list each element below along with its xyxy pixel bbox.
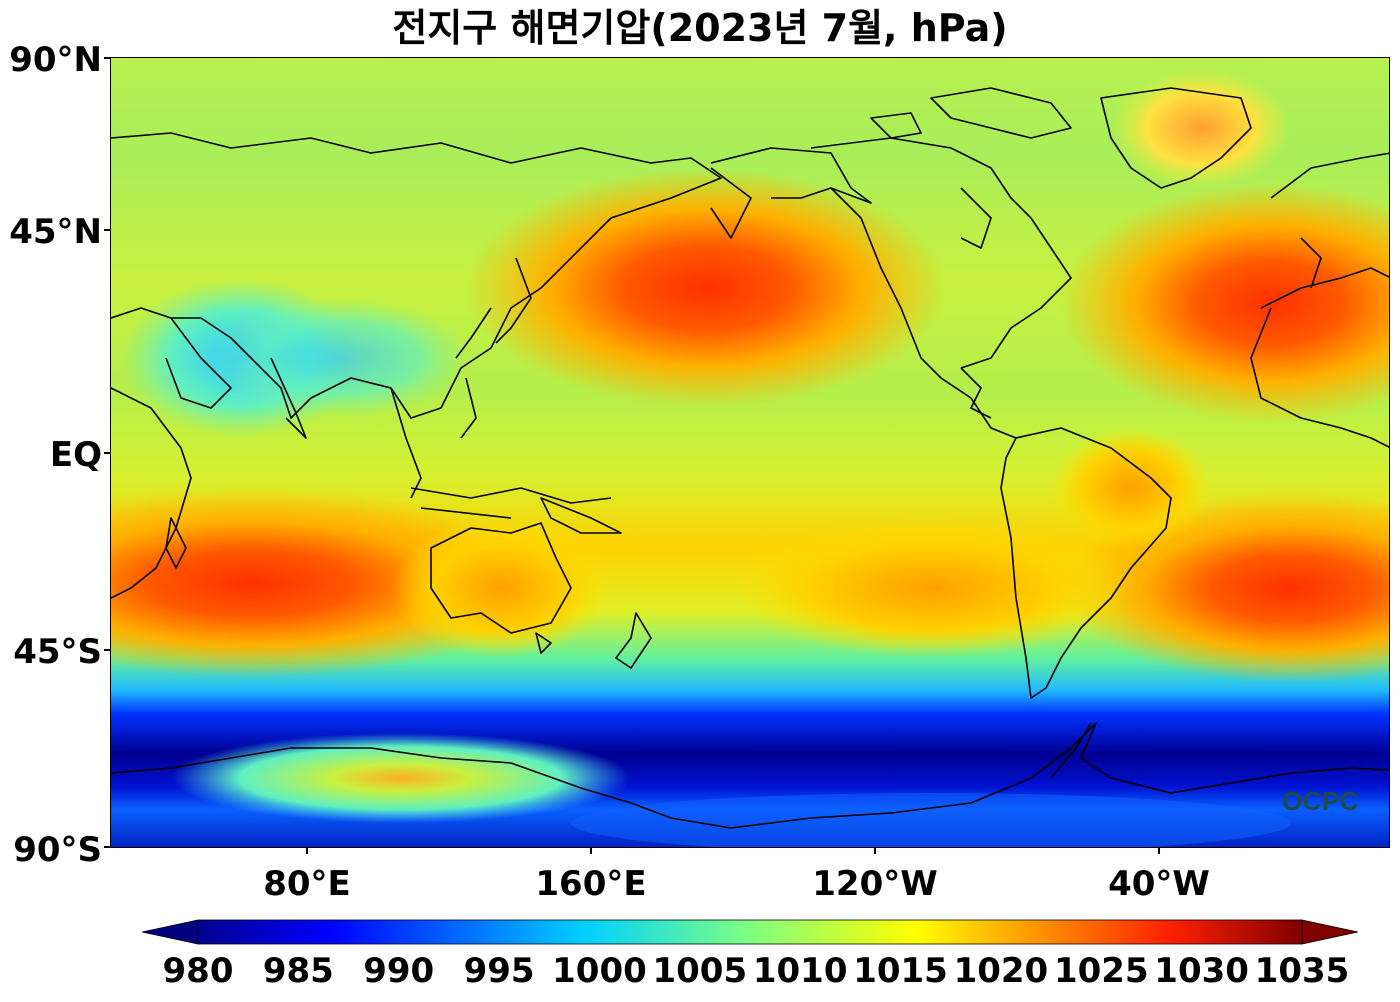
colorbar-tick-label: 1010	[752, 951, 848, 991]
lat-label-45n: 45°N	[9, 212, 102, 252]
lon-label-80e: 80°E	[263, 864, 351, 904]
lat-label-90s: 90°S	[13, 830, 102, 870]
colorbar-tick-label: 1005	[652, 951, 748, 991]
lat-label-eq: EQ	[49, 435, 102, 475]
lon-label-40w: 40°W	[1108, 864, 1210, 904]
colorbar-tick-label: 985	[262, 951, 334, 991]
lon-tick	[874, 848, 876, 854]
lat-tick	[104, 229, 110, 231]
lat-tick	[104, 846, 110, 848]
lon-label-160e: 160°E	[535, 864, 647, 904]
lon-tick	[1158, 848, 1160, 854]
colorbar-extend-low	[142, 919, 199, 945]
lon-label-120w: 120°W	[812, 864, 938, 904]
colorbar-tick-label: 995	[463, 951, 535, 991]
lat-label-45s: 45°S	[13, 632, 102, 672]
lon-tick	[590, 848, 592, 854]
lat-label-90n: 90°N	[9, 40, 102, 80]
colorbar-tick-label: 990	[363, 951, 435, 991]
colorbar-tick-label: 1025	[1053, 951, 1149, 991]
colorbar-tick-label: 1035	[1254, 951, 1350, 991]
lat-tick	[104, 452, 110, 454]
lat-tick	[104, 649, 110, 651]
ocpc-logo: OCPC	[1281, 786, 1359, 816]
coastlines	[111, 87, 1389, 829]
colorbar-tick-label: 1030	[1154, 951, 1249, 991]
colorbar-tick-label: 1020	[953, 951, 1049, 991]
pressure-field	[111, 58, 1389, 847]
colorbar-tick-label: 1015	[853, 951, 948, 991]
colorbar	[142, 919, 1358, 945]
colorbar-tick-label: 980	[162, 951, 234, 991]
lat-tick	[104, 57, 110, 59]
colorbar-tick-label: 1000	[552, 951, 647, 991]
colorbar-extend-high	[1301, 919, 1358, 945]
map-title: 전지구 해면기압(2023년 7월, hPa)	[392, 6, 1008, 50]
colorbar-bar	[197, 919, 1303, 945]
lon-tick	[306, 848, 308, 854]
pressure-map: OCPC	[110, 57, 1390, 848]
